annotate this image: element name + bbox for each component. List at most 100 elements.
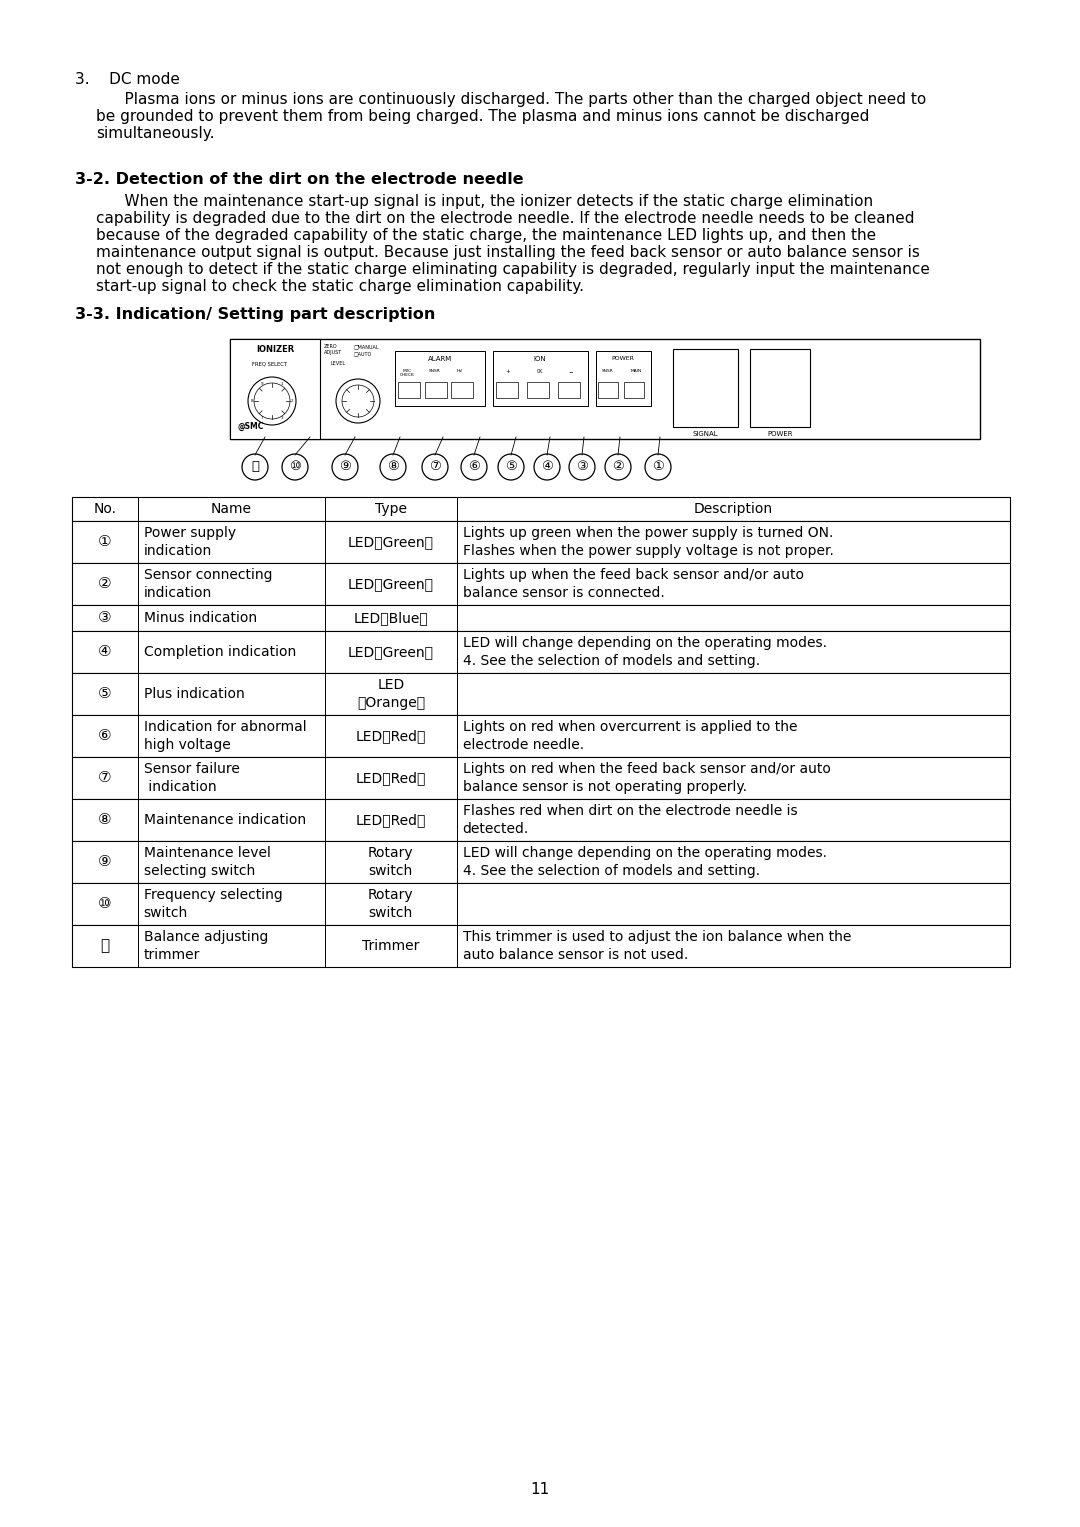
FancyBboxPatch shape — [72, 521, 1010, 563]
Text: 7: 7 — [260, 417, 264, 420]
Text: This trimmer is used to adjust the ion balance when the
auto balance sensor is n: This trimmer is used to adjust the ion b… — [462, 930, 851, 962]
FancyBboxPatch shape — [72, 925, 1010, 967]
Text: MAIN: MAIN — [631, 370, 642, 373]
Text: POWER: POWER — [611, 356, 634, 360]
Text: ⑥: ⑥ — [468, 461, 480, 473]
Text: ZERO: ZERO — [324, 344, 338, 350]
FancyBboxPatch shape — [230, 339, 980, 438]
Text: 3-2. Detection of the dirt on the electrode needle: 3-2. Detection of the dirt on the electr… — [75, 173, 524, 186]
Text: ⑥: ⑥ — [98, 728, 111, 744]
Text: ⑧: ⑧ — [98, 812, 111, 828]
Text: +: + — [505, 370, 511, 374]
Text: not enough to detect if the static charge eliminating capability is degraded, re: not enough to detect if the static charg… — [96, 263, 930, 276]
Text: □MANUAL: □MANUAL — [354, 344, 380, 350]
Text: Frequency selecting
switch: Frequency selecting switch — [144, 889, 282, 919]
Text: start-up signal to check the static charge elimination capability.: start-up signal to check the static char… — [96, 279, 584, 295]
Text: IONIZER: IONIZER — [256, 345, 294, 354]
Text: Lights on red when overcurrent is applied to the
electrode needle.: Lights on red when overcurrent is applie… — [462, 721, 797, 751]
Text: LED（Blue）: LED（Blue） — [353, 611, 429, 625]
Text: ④: ④ — [541, 461, 553, 473]
Text: Sensor connecting
indication: Sensor connecting indication — [144, 568, 272, 600]
FancyBboxPatch shape — [399, 382, 420, 399]
FancyBboxPatch shape — [72, 883, 1010, 925]
FancyBboxPatch shape — [72, 715, 1010, 757]
Text: Rotary
switch: Rotary switch — [368, 846, 414, 878]
Text: LED（Green）: LED（Green） — [348, 534, 434, 550]
FancyBboxPatch shape — [527, 382, 549, 399]
FancyBboxPatch shape — [496, 382, 518, 399]
Text: Sensor failure
 indication: Sensor failure indication — [144, 762, 240, 794]
Text: Maintenance indication: Maintenance indication — [144, 812, 306, 828]
Text: 3.    DC mode: 3. DC mode — [75, 72, 180, 87]
Text: ⑪: ⑪ — [100, 939, 109, 953]
FancyBboxPatch shape — [426, 382, 447, 399]
Text: 1: 1 — [281, 382, 283, 386]
Text: Completion indication: Completion indication — [144, 644, 296, 660]
Text: ④: ④ — [98, 644, 111, 660]
Text: ③: ③ — [98, 611, 111, 626]
Text: Name: Name — [211, 502, 252, 516]
FancyBboxPatch shape — [72, 799, 1010, 841]
Text: @SMC: @SMC — [238, 421, 265, 431]
Text: Maintenance level
selecting switch: Maintenance level selecting switch — [144, 846, 270, 878]
Text: ②: ② — [98, 577, 111, 591]
Text: 3-3. Indication/ Setting part description: 3-3. Indication/ Setting part descriptio… — [75, 307, 435, 322]
Text: SIGNAL: SIGNAL — [692, 431, 718, 437]
FancyBboxPatch shape — [230, 339, 320, 438]
Text: Lights up green when the power supply is turned ON.
Flashes when the power suppl: Lights up green when the power supply is… — [462, 527, 834, 557]
Text: FREQ SELECT: FREQ SELECT — [253, 360, 287, 366]
FancyBboxPatch shape — [72, 605, 1010, 631]
FancyBboxPatch shape — [596, 351, 651, 406]
Text: Power supply
indication: Power supply indication — [144, 527, 235, 557]
Text: LED
（Orange）: LED （Orange） — [356, 678, 426, 710]
Text: SNSR: SNSR — [603, 370, 613, 373]
Text: Lights up when the feed back sensor and/or auto
balance sensor is connected.: Lights up when the feed back sensor and/… — [462, 568, 804, 600]
Text: LEVEL: LEVEL — [330, 360, 346, 366]
Text: ALARM: ALARM — [428, 356, 453, 362]
Text: 11: 11 — [530, 1483, 550, 1498]
FancyBboxPatch shape — [673, 350, 738, 428]
Text: ③: ③ — [576, 461, 588, 473]
Text: ②: ② — [612, 461, 624, 473]
Text: MTC
CHECK: MTC CHECK — [400, 370, 415, 377]
Text: ADJUST: ADJUST — [324, 350, 342, 354]
Text: SNSR: SNSR — [429, 370, 441, 373]
Text: simultaneously.: simultaneously. — [96, 127, 215, 140]
Text: Trimmer: Trimmer — [362, 939, 420, 953]
Text: Description: Description — [693, 502, 773, 516]
Text: Flashes red when dirt on the electrode needle is
detected.: Flashes red when dirt on the electrode n… — [462, 805, 797, 835]
Text: ION: ION — [534, 356, 546, 362]
FancyBboxPatch shape — [750, 350, 810, 428]
Text: ⑪: ⑪ — [251, 461, 259, 473]
Text: LED（Green）: LED（Green） — [348, 644, 434, 660]
FancyBboxPatch shape — [624, 382, 644, 399]
FancyBboxPatch shape — [598, 382, 618, 399]
Text: ①: ① — [98, 534, 111, 550]
Text: ⑨: ⑨ — [339, 461, 351, 473]
Text: LED（Red）: LED（Red） — [355, 771, 427, 785]
Text: Balance adjusting
trimmer: Balance adjusting trimmer — [144, 930, 268, 962]
Text: capability is degraded due to the dirt on the electrode needle. If the electrode: capability is degraded due to the dirt o… — [96, 211, 915, 226]
Text: 8: 8 — [251, 399, 254, 403]
Text: ⑦: ⑦ — [98, 771, 111, 785]
Text: 2: 2 — [291, 399, 294, 403]
Text: LED（Red）: LED（Red） — [355, 812, 427, 828]
Text: ⑨: ⑨ — [98, 855, 111, 869]
Text: □AUTO: □AUTO — [354, 351, 373, 356]
FancyBboxPatch shape — [72, 563, 1010, 605]
Text: LED will change depending on the operating modes.
4. See the selection of models: LED will change depending on the operati… — [462, 846, 826, 878]
Text: ⑤: ⑤ — [98, 687, 111, 701]
Text: 0K: 0K — [537, 370, 543, 374]
Text: LED（Red）: LED（Red） — [355, 728, 427, 744]
Text: Type: Type — [375, 502, 407, 516]
FancyBboxPatch shape — [72, 757, 1010, 799]
Text: HV: HV — [457, 370, 463, 373]
FancyBboxPatch shape — [492, 351, 588, 406]
Text: because of the degraded capability of the static charge, the maintenance LED lig: because of the degraded capability of th… — [96, 228, 876, 243]
Text: Plus indication: Plus indication — [144, 687, 244, 701]
Text: Lights on red when the feed back sensor and/or auto
balance sensor is not operat: Lights on red when the feed back sensor … — [462, 762, 831, 794]
Text: ⑦: ⑦ — [429, 461, 441, 473]
Text: No.: No. — [93, 502, 117, 516]
Text: −: − — [569, 370, 573, 374]
Text: ⑤: ⑤ — [505, 461, 517, 473]
